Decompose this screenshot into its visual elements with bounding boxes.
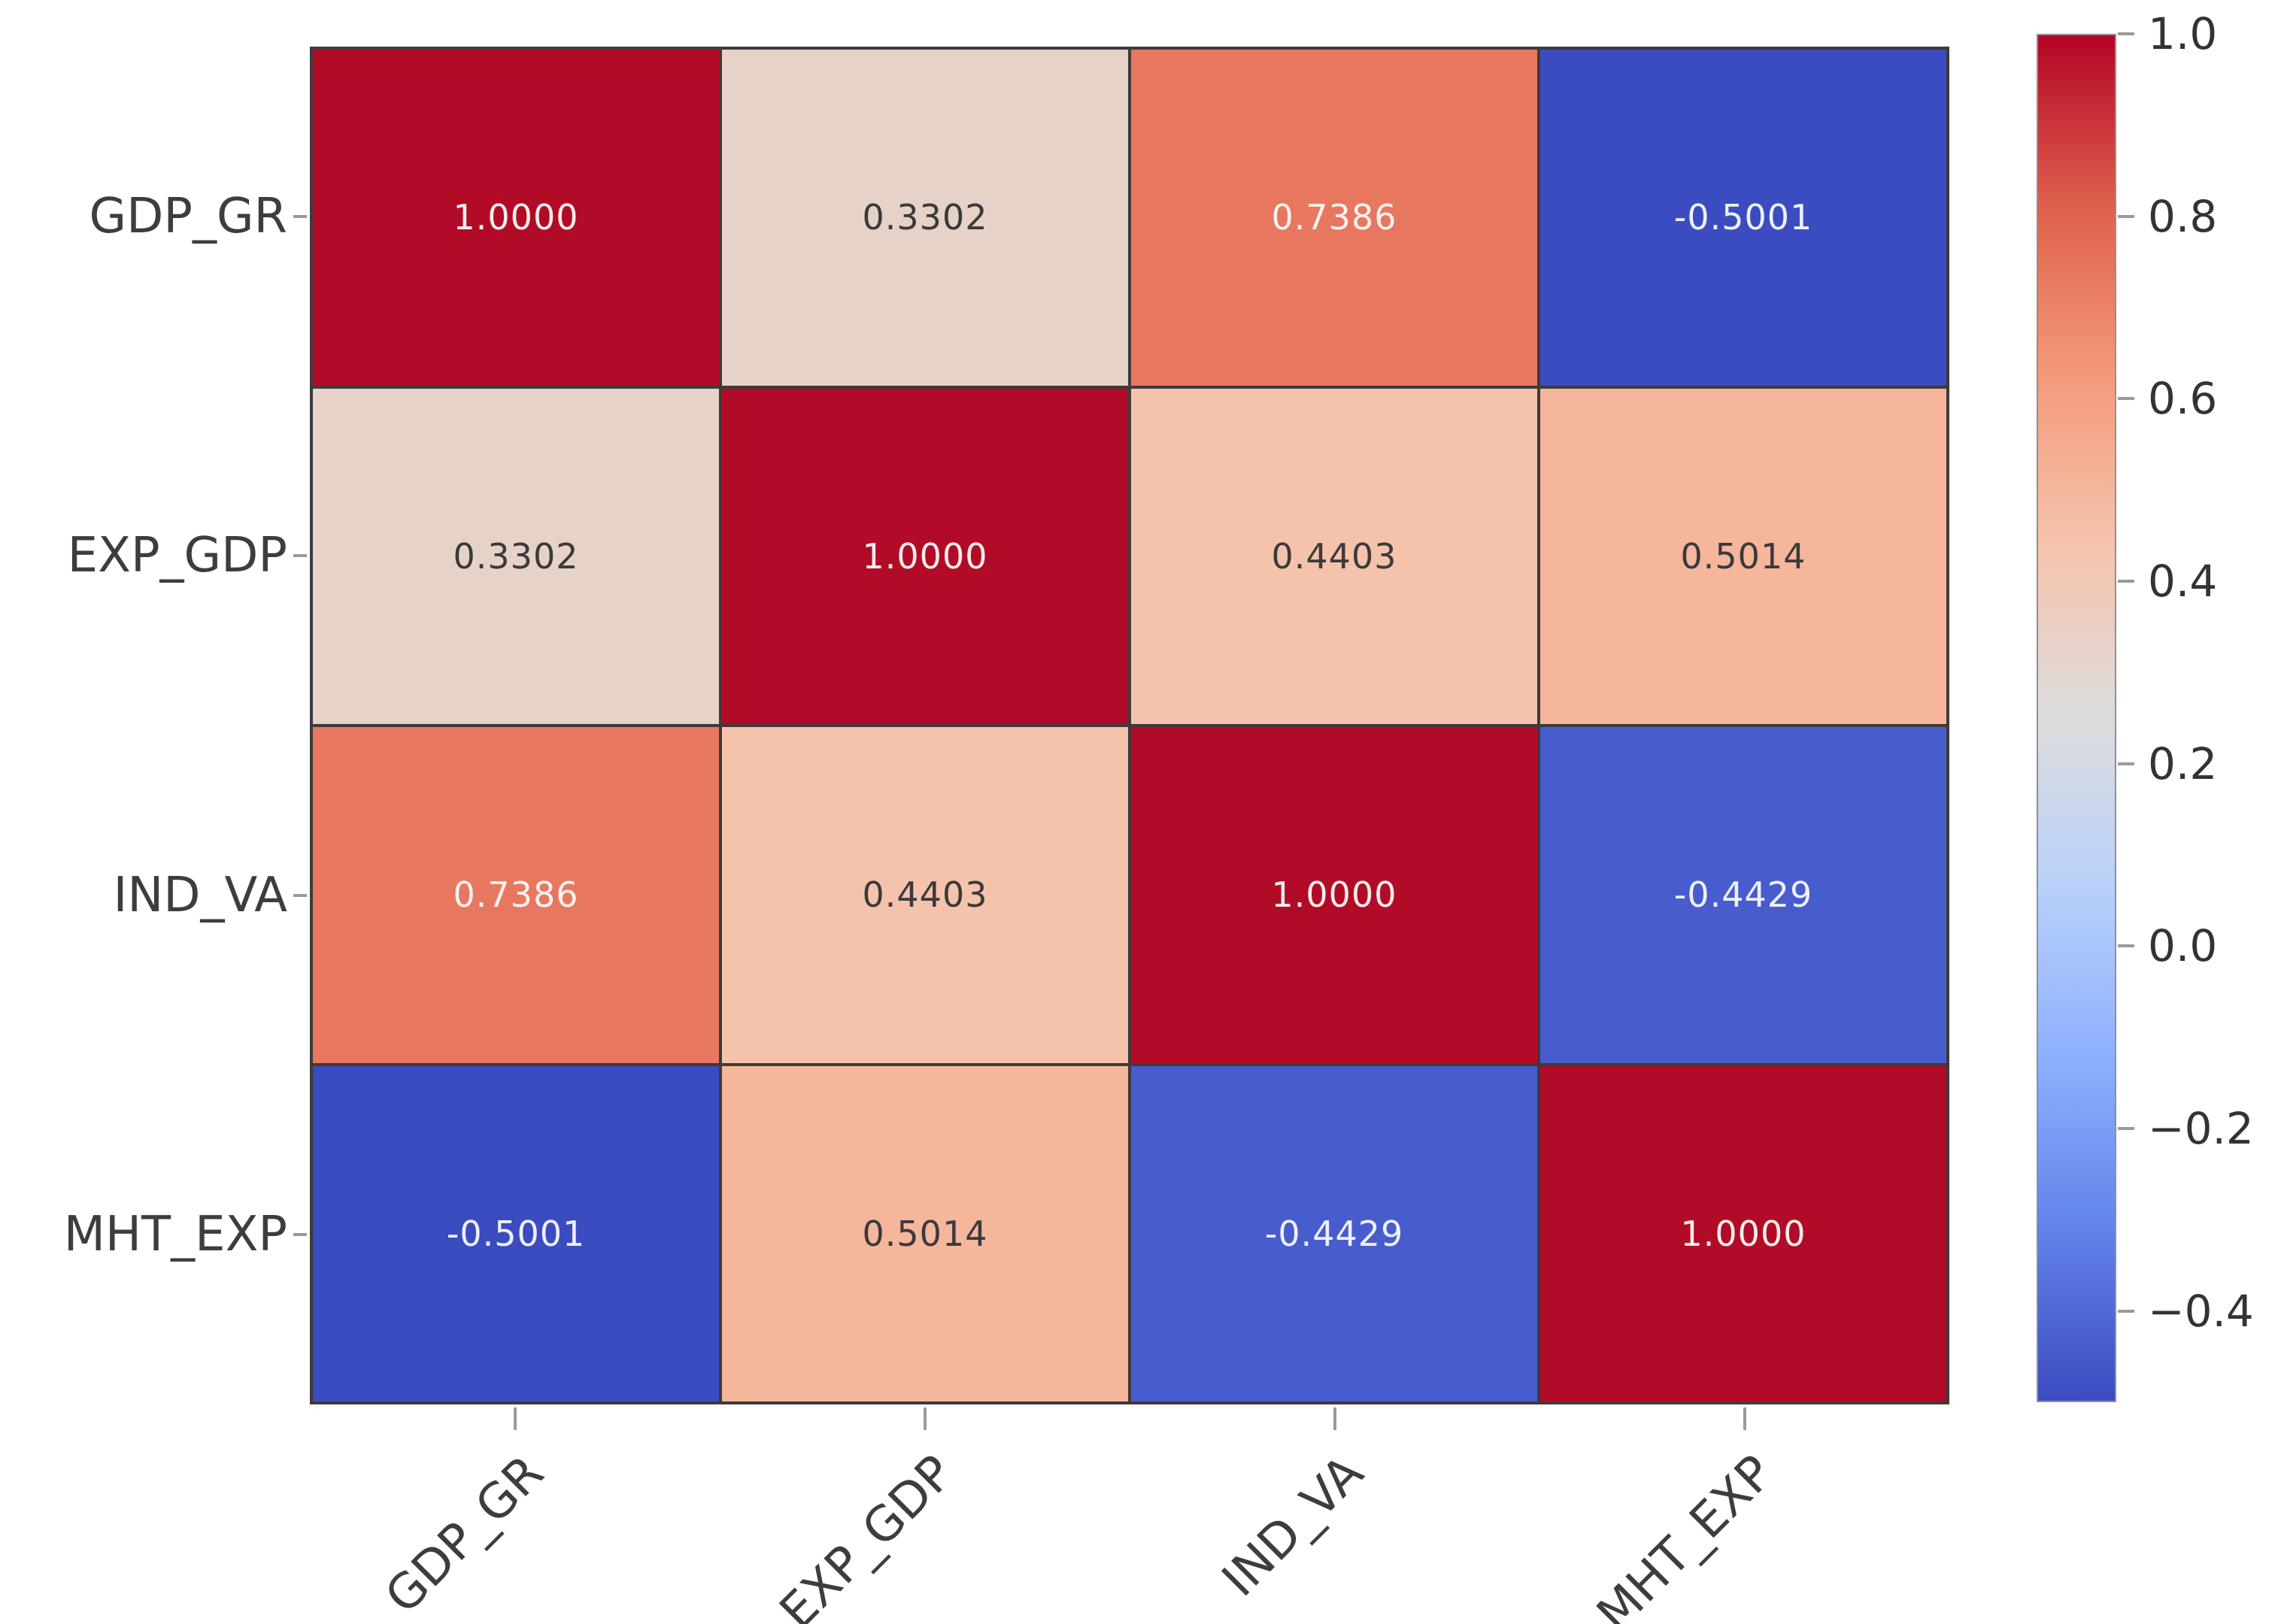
heatmap-cell-EXP_GDP-EXP_GDP: 1.0000 (722, 389, 1128, 725)
heatmap-cell-IND_VA-EXP_GDP: 0.4403 (722, 727, 1128, 1063)
colorbar-tick-label: 0.4 (2148, 556, 2217, 607)
heatmap-cell-EXP_GDP-MHT_EXP: 0.5014 (1540, 389, 1946, 725)
heatmap-cell-MHT_EXP-IND_VA: -0.4429 (1131, 1066, 1537, 1402)
colorbar-tick-label: 1.0 (2148, 8, 2217, 59)
heatmap-cell-GDP_GR-MHT_EXP: -0.5001 (1540, 50, 1946, 386)
cell-value: -0.5001 (447, 1213, 586, 1254)
x-tick-mark (1743, 1407, 1746, 1430)
cell-value: 0.7386 (453, 874, 579, 915)
y-axis-label-EXP_GDP: EXP_GDP (0, 528, 287, 583)
colorbar-tick-mark (2118, 944, 2134, 947)
x-axis-label-IND_VA: IND_VA (1069, 1445, 1374, 1624)
colorbar-tick-label: 0.6 (2148, 373, 2217, 424)
colorbar-tick-mark (2118, 32, 2134, 35)
cell-value: 0.5014 (863, 1213, 988, 1254)
colorbar-tick-mark (2118, 762, 2134, 765)
cell-value: -0.5001 (1674, 197, 1813, 238)
heatmap-cell-EXP_GDP-IND_VA: 0.4403 (1131, 389, 1537, 725)
y-tick-mark (293, 215, 307, 218)
cell-value: 1.0000 (863, 536, 988, 577)
heatmap-cell-GDP_GR-IND_VA: 0.7386 (1131, 50, 1537, 386)
cell-value: 0.4403 (1272, 536, 1397, 577)
x-axis-label-MHT_EXP: MHT_EXP (1479, 1445, 1784, 1624)
colorbar-tick-mark (2118, 1127, 2134, 1130)
heatmap-cell-IND_VA-GDP_GR: 0.7386 (313, 727, 719, 1063)
cell-value: -0.4429 (1265, 1213, 1404, 1254)
colorbar-tick-label: −0.2 (2148, 1103, 2254, 1154)
y-axis-label-GDP_GR: GDP_GR (0, 189, 287, 244)
cell-value: 1.0000 (1681, 1213, 1806, 1254)
heatmap-cell-EXP_GDP-GDP_GR: 0.3302 (313, 389, 719, 725)
colorbar-tick-label: 0.2 (2148, 738, 2217, 789)
heatmap-cell-MHT_EXP-MHT_EXP: 1.0000 (1540, 1066, 1946, 1402)
colorbar-tick-label: 0.0 (2148, 920, 2217, 971)
y-tick-mark (293, 1233, 307, 1236)
correlation-heatmap-figure: 1.0000 0.3302 0.7386 -0.5001 0.3302 1.0000 0.4… (0, 0, 2281, 1624)
heatmap-cell-MHT_EXP-GDP_GR: -0.5001 (313, 1066, 719, 1402)
colorbar-tick-mark (2118, 397, 2134, 400)
colorbar-tick-mark (2118, 1310, 2134, 1313)
x-axis-label-EXP_GDP: EXP_GDP (659, 1445, 964, 1624)
cell-value: 0.7386 (1272, 197, 1397, 238)
heatmap-cell-GDP_GR-GDP_GR: 1.0000 (313, 50, 719, 386)
colorbar-tick-label: 0.8 (2148, 191, 2217, 242)
heatmap-cell-MHT_EXP-EXP_GDP: 0.5014 (722, 1066, 1128, 1402)
x-tick-mark (1333, 1407, 1336, 1430)
x-tick-mark (924, 1407, 927, 1430)
cell-value: -0.4429 (1674, 874, 1813, 915)
cell-value: 0.3302 (453, 536, 579, 577)
heatmap-cell-IND_VA-MHT_EXP: -0.4429 (1540, 727, 1946, 1063)
heatmap-grid: 1.0000 0.3302 0.7386 -0.5001 0.3302 1.0000 0.4… (310, 47, 1949, 1404)
cell-value: 1.0000 (453, 197, 579, 238)
cell-value: 0.4403 (863, 874, 988, 915)
y-tick-mark (293, 554, 307, 557)
cell-value: 1.0000 (1272, 874, 1397, 915)
x-axis-label-GDP_GR: GDP_GR (249, 1445, 554, 1624)
y-axis-label-MHT_EXP: MHT_EXP (0, 1207, 287, 1262)
colorbar-tick-mark (2118, 215, 2134, 218)
colorbar-gradient (2037, 34, 2116, 1402)
colorbar-tick-label: −0.4 (2148, 1286, 2254, 1337)
heatmap-cell-GDP_GR-EXP_GDP: 0.3302 (722, 50, 1128, 386)
cell-value: 0.5014 (1681, 536, 1806, 577)
heatmap-cell-IND_VA-IND_VA: 1.0000 (1131, 727, 1537, 1063)
y-axis-label-IND_VA: IND_VA (0, 868, 287, 923)
y-tick-mark (293, 894, 307, 897)
colorbar-tick-mark (2118, 580, 2134, 583)
cell-value: 0.3302 (863, 197, 988, 238)
x-tick-mark (514, 1407, 517, 1430)
